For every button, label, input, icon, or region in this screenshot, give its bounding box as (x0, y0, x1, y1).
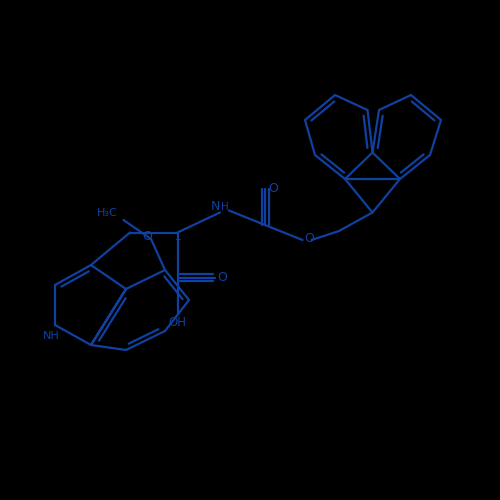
Text: OH: OH (168, 316, 186, 330)
Text: O: O (217, 271, 227, 284)
Text: O: O (268, 182, 278, 196)
Text: O: O (304, 232, 314, 244)
Text: N: N (210, 200, 220, 213)
Text: O: O (142, 230, 152, 243)
Text: H₃C: H₃C (97, 208, 118, 218)
Text: H: H (221, 202, 229, 211)
Text: ─: ─ (175, 234, 180, 243)
Text: NH: NH (42, 331, 59, 341)
